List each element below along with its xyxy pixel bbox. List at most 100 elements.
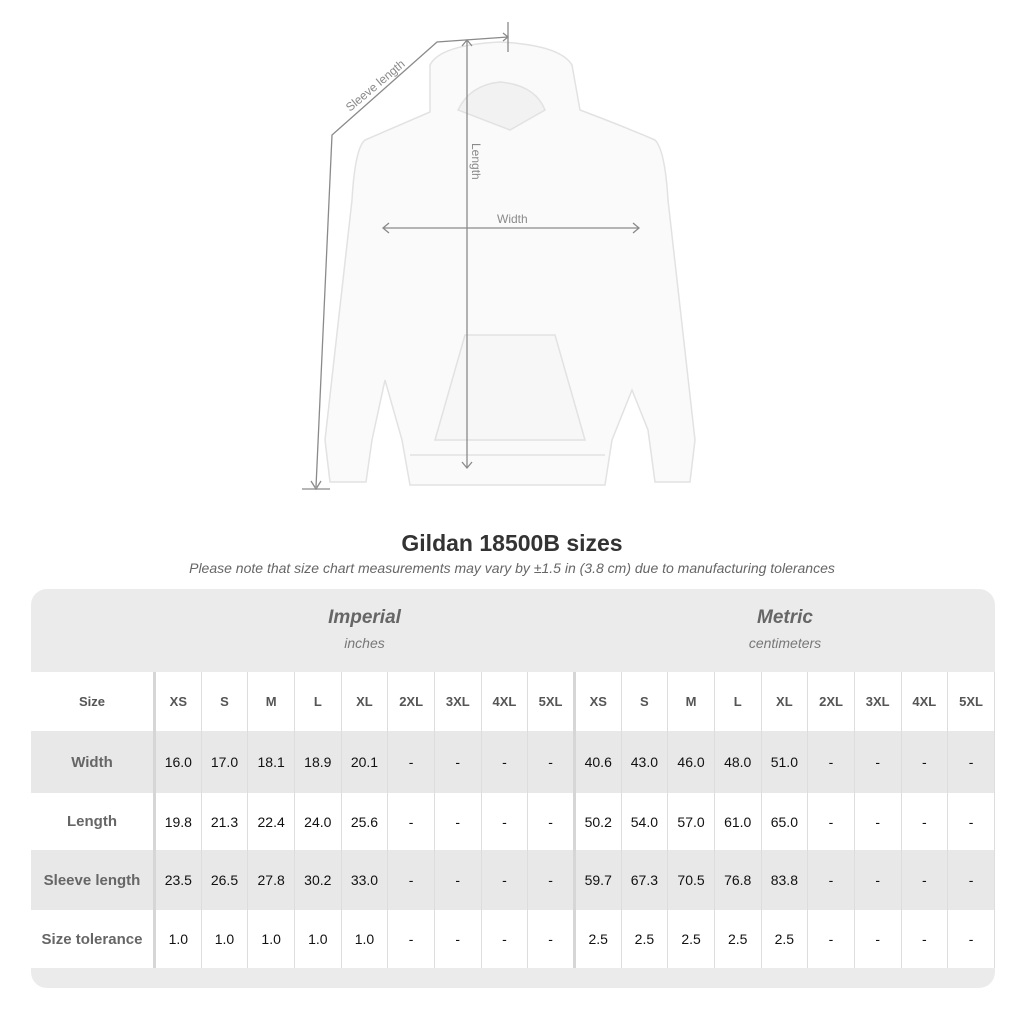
imperial-value-cell: 23.5 bbox=[154, 850, 202, 910]
imperial-value-cell: - bbox=[387, 731, 435, 793]
metric-group-header: Metric centimeters bbox=[575, 589, 995, 672]
metric-unit: centimeters bbox=[748, 635, 822, 651]
imperial-size-header-xs: XS bbox=[154, 672, 202, 731]
imperial-value-cell: 1.0 bbox=[341, 910, 389, 968]
metric-value-cell: - bbox=[947, 850, 995, 910]
metric-value-cell: 2.5 bbox=[574, 910, 622, 968]
row-label: Length bbox=[31, 793, 156, 850]
imperial-value-cell: - bbox=[387, 850, 435, 910]
imperial-value-cell: 17.0 bbox=[201, 731, 249, 793]
metric-value-cell: 67.3 bbox=[621, 850, 669, 910]
imperial-value-cell: - bbox=[481, 850, 529, 910]
metric-value-cell: 61.0 bbox=[714, 793, 762, 850]
imperial-value-cell: 20.1 bbox=[341, 731, 389, 793]
metric-value-cell: 43.0 bbox=[621, 731, 669, 793]
metric-value-cell: 48.0 bbox=[714, 731, 762, 793]
imperial-value-cell: 24.0 bbox=[294, 793, 342, 850]
size-header-label: Size bbox=[31, 672, 156, 731]
imperial-value-cell: 27.8 bbox=[247, 850, 295, 910]
metric-title: Metric bbox=[757, 607, 813, 628]
imperial-value-cell: 1.0 bbox=[154, 910, 202, 968]
metric-value-cell: - bbox=[854, 850, 902, 910]
row-label: Size tolerance bbox=[31, 910, 156, 968]
table-row: Size tolerance 1.0 1.0 1.0 1.0 1.0- - - -2.5 2.5 2… bbox=[31, 910, 995, 968]
size-header-row: Size XS S M L XL 2XL 3XL 4XL 5XL XS S M L XL 2XL 3XL 4XL 5… bbox=[31, 672, 995, 731]
metric-value-cell: 51.0 bbox=[761, 731, 809, 793]
metric-size-header-l: L bbox=[714, 672, 762, 731]
imperial-value-cell: - bbox=[434, 731, 482, 793]
metric-value-cell: 2.5 bbox=[761, 910, 809, 968]
metric-value-cell: 46.0 bbox=[667, 731, 715, 793]
imperial-size-header-5xl: 5XL bbox=[527, 672, 576, 731]
metric-value-cell: - bbox=[947, 910, 995, 968]
metric-size-header-3xl: 3XL bbox=[854, 672, 902, 731]
imperial-value-cell: - bbox=[527, 793, 576, 850]
imperial-value-cell: 16.0 bbox=[154, 731, 202, 793]
imperial-value-cell: - bbox=[387, 910, 435, 968]
chart-title: Gildan 18500B sizes bbox=[401, 530, 623, 556]
metric-value-cell: - bbox=[854, 793, 902, 850]
imperial-value-cell: 22.4 bbox=[247, 793, 295, 850]
imperial-size-header-4xl: 4XL bbox=[481, 672, 529, 731]
imperial-value-cell: 1.0 bbox=[294, 910, 342, 968]
metric-value-cell: 54.0 bbox=[621, 793, 669, 850]
tolerance-note: Please note that size chart measurements… bbox=[189, 560, 835, 576]
width-label: Width bbox=[497, 212, 528, 226]
imperial-size-header-l: L bbox=[294, 672, 342, 731]
metric-value-cell: - bbox=[807, 850, 855, 910]
table-row: Length 19.8 21.3 22.4 24.0 25.6- - - -50.2 54.0 57… bbox=[31, 793, 995, 850]
imperial-size-header-s: S bbox=[201, 672, 249, 731]
metric-size-header-xl: XL bbox=[761, 672, 809, 731]
imperial-value-cell: - bbox=[434, 793, 482, 850]
metric-size-header-s: S bbox=[621, 672, 669, 731]
imperial-size-header-xl: XL bbox=[341, 672, 389, 731]
imperial-size-header-3xl: 3XL bbox=[434, 672, 482, 731]
metric-size-header-4xl: 4XL bbox=[901, 672, 949, 731]
measurement-lines bbox=[302, 22, 641, 491]
imperial-value-cell: 21.3 bbox=[201, 793, 249, 850]
metric-value-cell: - bbox=[854, 910, 902, 968]
imperial-value-cell: - bbox=[434, 850, 482, 910]
metric-value-cell: 65.0 bbox=[761, 793, 809, 850]
imperial-unit: inches bbox=[344, 635, 385, 651]
imperial-size-header-2xl: 2XL bbox=[387, 672, 435, 731]
imperial-value-cell: 18.9 bbox=[294, 731, 342, 793]
imperial-value-cell: - bbox=[481, 910, 529, 968]
table-row: Sleeve length 23.5 26.5 27.8 30.2 33.0- - - -59.… bbox=[31, 850, 995, 910]
metric-value-cell: - bbox=[901, 793, 949, 850]
metric-value-cell: - bbox=[807, 910, 855, 968]
sleeve-length-label: Sleeve length bbox=[343, 57, 408, 114]
size-table-card: Imperial inches Metric centimeters Size X… bbox=[31, 589, 995, 988]
sleeve-length-line bbox=[315, 36, 509, 488]
metric-value-cell: - bbox=[901, 910, 949, 968]
metric-size-header-5xl: 5XL bbox=[947, 672, 995, 731]
imperial-value-cell: 25.6 bbox=[341, 793, 389, 850]
metric-value-cell: - bbox=[854, 731, 902, 793]
imperial-value-cell: 1.0 bbox=[201, 910, 249, 968]
hoodie-image bbox=[324, 41, 696, 486]
metric-size-header-xs: XS bbox=[574, 672, 622, 731]
metric-value-cell: 76.8 bbox=[714, 850, 762, 910]
metric-value-cell: - bbox=[947, 793, 995, 850]
metric-value-cell: 70.5 bbox=[667, 850, 715, 910]
size-table: Size XS S M L XL 2XL 3XL 4XL 5XL XS S M L XL 2XL 3XL 4XL 5… bbox=[31, 672, 995, 968]
imperial-group-header: Imperial inches bbox=[154, 589, 575, 672]
metric-value-cell: - bbox=[901, 850, 949, 910]
imperial-value-cell: - bbox=[387, 793, 435, 850]
metric-value-cell: 57.0 bbox=[667, 793, 715, 850]
metric-value-cell: - bbox=[947, 731, 995, 793]
imperial-value-cell: - bbox=[527, 850, 576, 910]
metric-size-header-m: M bbox=[667, 672, 715, 731]
metric-value-cell: 2.5 bbox=[667, 910, 715, 968]
metric-value-cell: 83.8 bbox=[761, 850, 809, 910]
imperial-value-cell: - bbox=[527, 731, 576, 793]
imperial-size-header-m: M bbox=[247, 672, 295, 731]
imperial-value-cell: - bbox=[434, 910, 482, 968]
imperial-value-cell: 19.8 bbox=[154, 793, 202, 850]
metric-value-cell: 40.6 bbox=[574, 731, 622, 793]
metric-value-cell: 50.2 bbox=[574, 793, 622, 850]
metric-value-cell: - bbox=[901, 731, 949, 793]
metric-value-cell: 2.5 bbox=[621, 910, 669, 968]
imperial-value-cell: 18.1 bbox=[247, 731, 295, 793]
metric-value-cell: - bbox=[807, 793, 855, 850]
